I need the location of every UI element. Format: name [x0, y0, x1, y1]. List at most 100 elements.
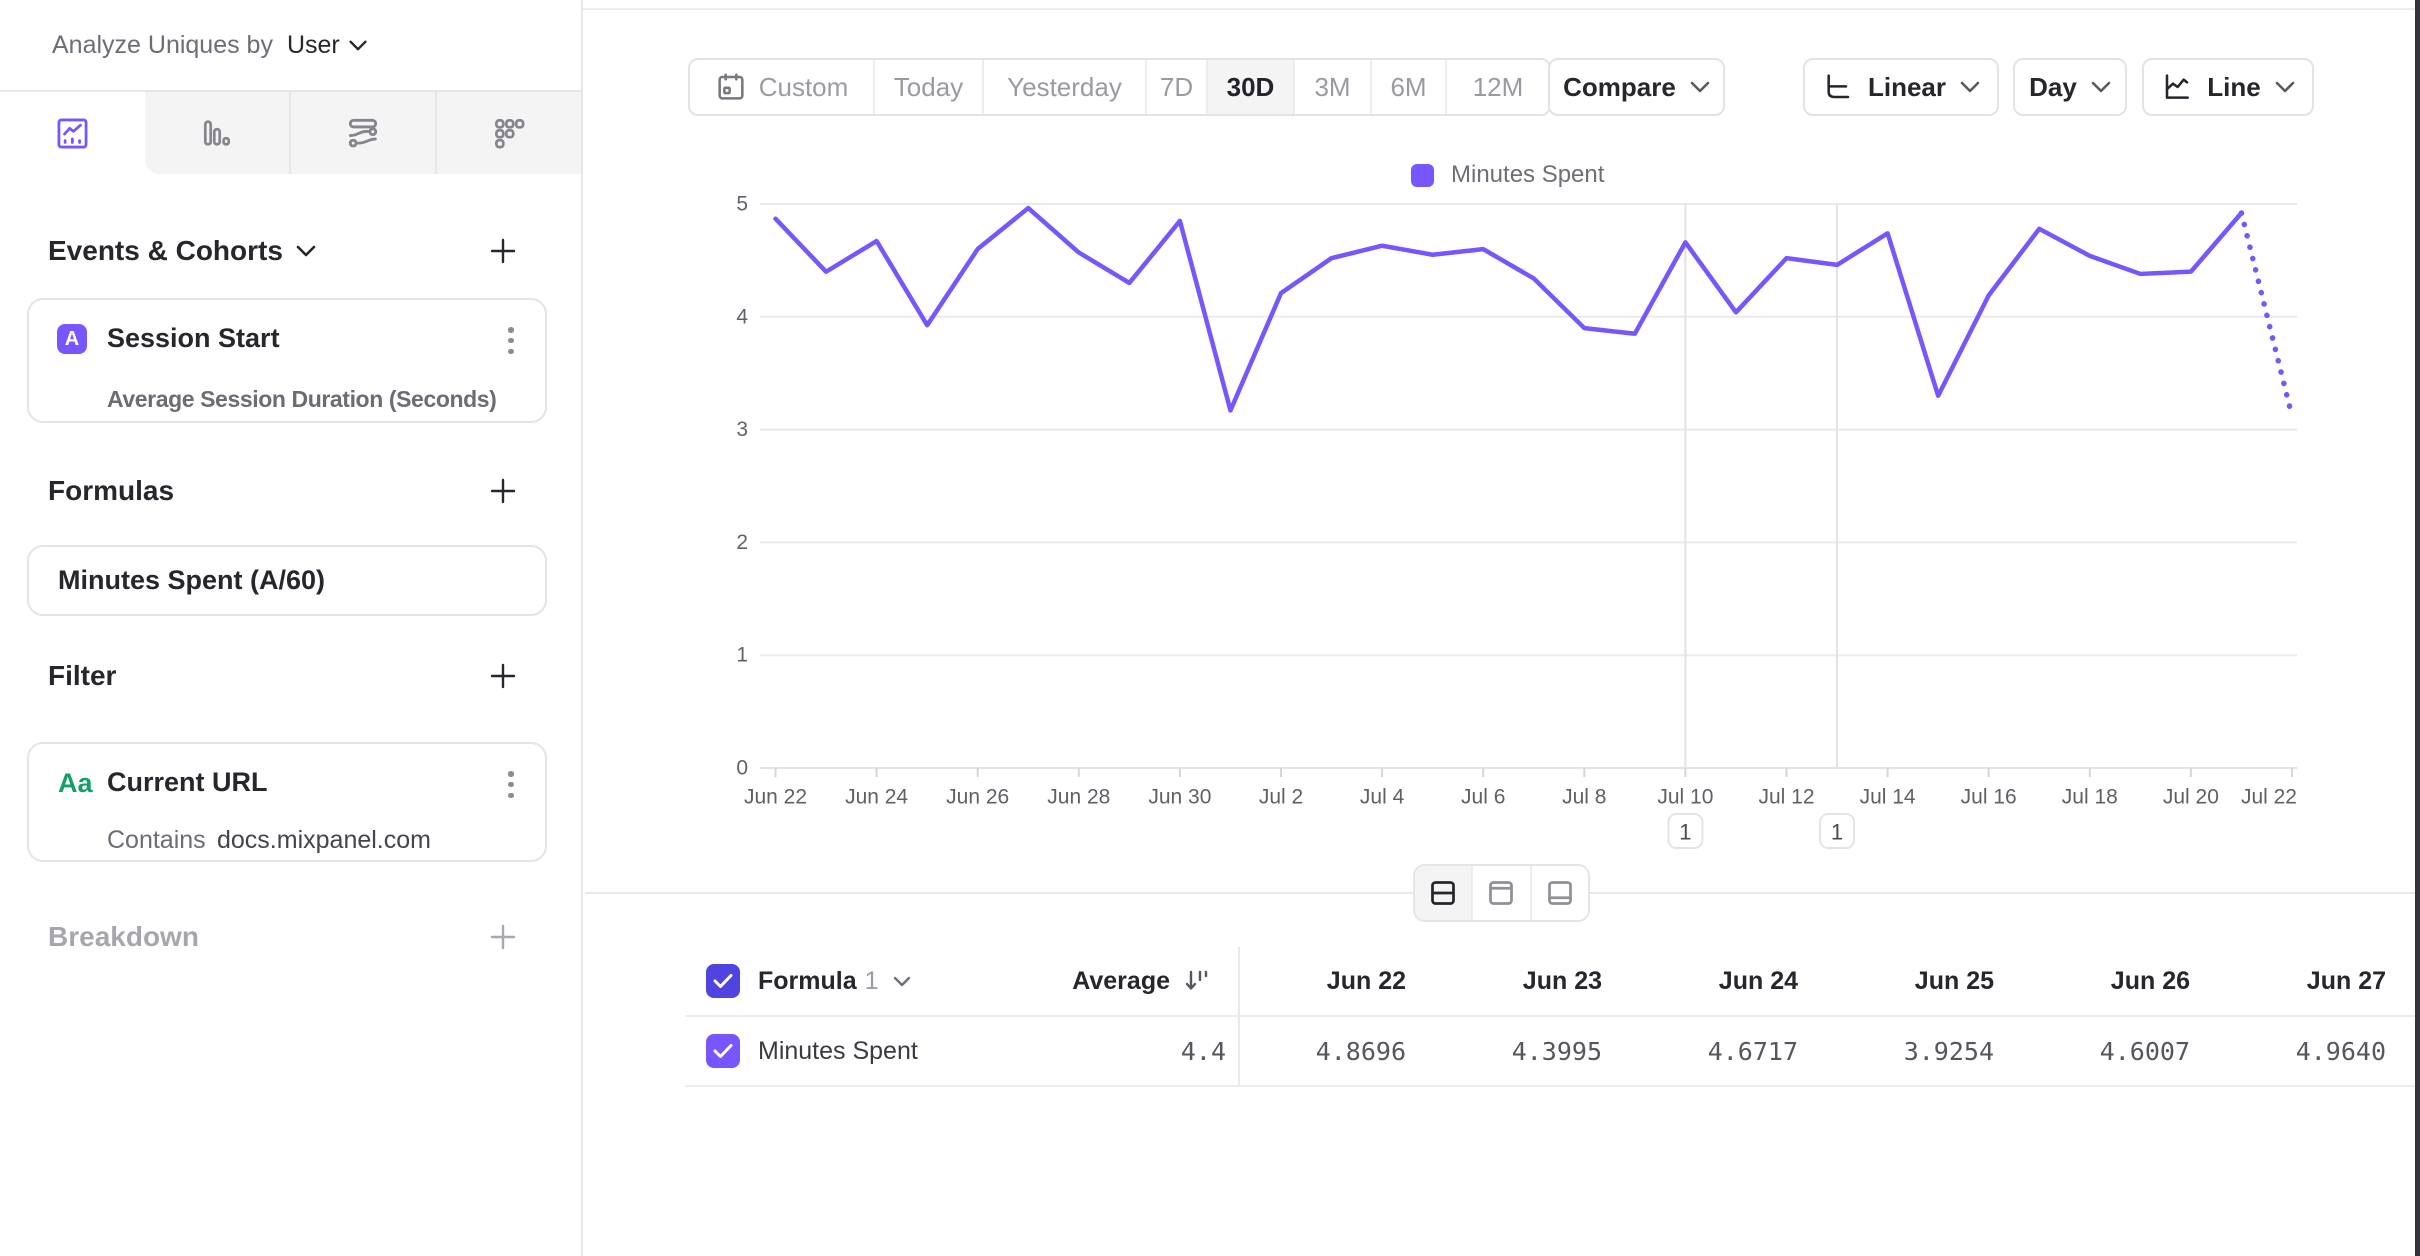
annotation-badge	[1819, 813, 1856, 849]
analyze-by-label: Analyze Uniques by	[52, 30, 273, 59]
event-name: Session Start	[107, 322, 280, 353]
flows-icon	[349, 118, 378, 148]
date-column-header[interactable]: Jun 22	[1326, 966, 1406, 995]
range-7d[interactable]: 7D	[1145, 60, 1206, 114]
average-column-header[interactable]: Average	[1072, 967, 1238, 996]
filter-card-current-url[interactable]: Aa Current URL Contains docs.mixpanel.co…	[27, 742, 547, 862]
date-column-header[interactable]: Jun 27	[2306, 966, 2386, 995]
chevron-down-icon	[2275, 81, 2295, 93]
x-axis-label: Jul 4	[1360, 786, 1405, 809]
range-today[interactable]: Today	[873, 60, 982, 114]
retention-grid-icon	[495, 119, 525, 149]
chart-legend[interactable]: Minutes Spent	[1411, 161, 1604, 189]
add-event-button[interactable]	[490, 238, 516, 264]
chevron-down-icon	[1690, 81, 1710, 93]
compare-button[interactable]: Compare	[1548, 58, 1725, 116]
annotation-badge	[1667, 813, 1704, 849]
chevron-down-icon[interactable]	[893, 976, 911, 987]
filter-kebab-menu[interactable]	[499, 769, 523, 800]
calendar-icon	[718, 73, 744, 100]
series-checkbox[interactable]	[706, 1034, 740, 1068]
tab-funnels[interactable]	[145, 92, 289, 174]
table-only-icon	[1547, 881, 1572, 905]
date-column-header[interactable]: Jun 25	[1914, 966, 1994, 995]
analyze-by-dropdown[interactable]: User	[287, 31, 367, 60]
x-axis-label: Jul 10	[1657, 786, 1713, 809]
x-axis-label: Jul 8	[1562, 786, 1606, 809]
annotation-count: 1	[1831, 820, 1843, 845]
sort-descending-icon	[1185, 970, 1208, 990]
chart-only-icon	[1489, 881, 1514, 905]
range-3m[interactable]: 3M	[1293, 60, 1370, 114]
x-axis-label: Jul 2	[1259, 786, 1303, 809]
scale-dropdown[interactable]: Linear	[1803, 58, 1999, 116]
plus-icon	[490, 238, 516, 264]
cell-value: 4.6717	[1707, 1036, 1798, 1066]
date-column-header[interactable]: Jun 24	[1718, 966, 1798, 995]
range-6m[interactable]: 6M	[1370, 60, 1445, 114]
layout-split-view-button[interactable]	[1415, 866, 1472, 920]
chevron-down-icon	[349, 40, 367, 50]
chevron-down-icon[interactable]	[296, 245, 316, 257]
select-all-checkbox[interactable]	[706, 964, 740, 998]
range-custom[interactable]: Custom	[690, 60, 873, 114]
events-cohorts-title: Events & Cohorts	[48, 235, 283, 266]
split-view-icon	[1431, 881, 1456, 905]
series-name: Minutes Spent	[758, 1036, 918, 1065]
chevron-down-icon	[2091, 81, 2111, 93]
y-axis-label: 5	[736, 193, 748, 216]
legend-swatch	[1411, 163, 1434, 187]
tab-flows[interactable]	[289, 92, 435, 174]
filter-operator[interactable]: Contains	[107, 826, 206, 854]
x-axis-label: Jul 20	[2163, 786, 2219, 809]
formula-expression: Minutes Spent (A/60)	[58, 565, 326, 595]
y-axis-label: 1	[736, 644, 748, 667]
y-axis-label: 2	[736, 531, 748, 554]
x-axis-label: Jul 6	[1461, 786, 1505, 809]
annotation-count: 1	[1679, 820, 1691, 845]
layout-chart-only-button[interactable]	[1471, 866, 1529, 920]
report-type-tabs-unselected	[145, 92, 581, 174]
formulas-section-header: Formulas	[48, 475, 516, 506]
y-axis-label: 4	[736, 305, 748, 328]
event-letter-badge: A	[57, 324, 87, 354]
tab-retention[interactable]	[435, 92, 581, 174]
x-axis-label: Jul 16	[1961, 786, 2017, 809]
event-kebab-menu[interactable]	[499, 325, 523, 356]
table-data-row: Minutes Spent 4.4 4.8696 4.3995 4.6717 3…	[685, 1017, 2420, 1087]
chevron-down-icon	[1960, 81, 1980, 93]
interval-dropdown[interactable]: Day	[2013, 58, 2127, 116]
filter-value[interactable]: docs.mixpanel.com	[217, 826, 431, 854]
add-formula-button[interactable]	[490, 478, 516, 504]
insights-line-chart-icon	[57, 118, 88, 148]
cell-value: 4.9640	[2295, 1036, 2386, 1066]
range-12m[interactable]: 12M	[1445, 60, 1549, 114]
x-axis-label: Jun 30	[1148, 786, 1211, 809]
date-column-header[interactable]: Jun 26	[2110, 966, 2190, 995]
formulas-title: Formulas	[48, 475, 175, 506]
chart-type-dropdown[interactable]: Line	[2142, 58, 2314, 116]
formula-header-label[interactable]: Formula 1	[758, 966, 879, 995]
cell-value: 4.6007	[2099, 1036, 2190, 1066]
layout-table-only-button[interactable]	[1529, 866, 1588, 920]
event-aggregation[interactable]: Average Session Duration (Seconds)	[107, 386, 497, 412]
linear-axis-icon	[1827, 74, 1850, 99]
date-column-header[interactable]: Jun 23	[1522, 966, 1602, 995]
window-edge	[2415, 0, 2420, 1256]
y-axis-label: 3	[736, 418, 748, 441]
funnels-bars-icon	[204, 120, 231, 146]
sidebar: Analyze Uniques by User	[0, 0, 583, 1256]
x-axis-label: Jun 28	[1047, 786, 1110, 809]
formula-card-minutes-spent[interactable]: Minutes Spent (A/60)	[27, 545, 547, 616]
range-30d[interactable]: 30D	[1206, 60, 1293, 114]
filter-section-header: Filter	[48, 660, 516, 691]
event-card-session-start[interactable]: A Session Start Average Session Duration…	[27, 298, 547, 423]
range-yesterday[interactable]: Yesterday	[982, 60, 1145, 114]
add-filter-button[interactable]	[490, 663, 516, 689]
y-axis-label: 0	[736, 757, 748, 780]
tab-insights[interactable]	[0, 92, 146, 174]
average-value: 4.4	[1180, 1036, 1226, 1066]
add-breakdown-button[interactable]	[490, 924, 516, 950]
check-icon	[713, 974, 733, 988]
